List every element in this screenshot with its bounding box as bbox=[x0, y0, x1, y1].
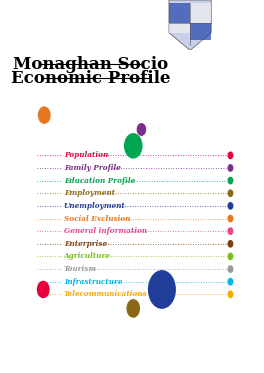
Circle shape bbox=[228, 152, 233, 159]
Circle shape bbox=[228, 165, 233, 171]
Circle shape bbox=[228, 190, 233, 197]
Polygon shape bbox=[169, 23, 190, 33]
Text: Enterprise: Enterprise bbox=[64, 240, 107, 248]
Text: Monaghan Socio: Monaghan Socio bbox=[13, 56, 168, 73]
Text: Social Exclusion: Social Exclusion bbox=[64, 214, 130, 223]
Circle shape bbox=[125, 134, 142, 158]
Circle shape bbox=[228, 228, 233, 234]
Circle shape bbox=[228, 241, 233, 247]
Text: Family Profile: Family Profile bbox=[64, 164, 121, 172]
Polygon shape bbox=[169, 0, 211, 50]
Circle shape bbox=[127, 300, 139, 317]
Polygon shape bbox=[169, 3, 190, 23]
Circle shape bbox=[228, 253, 233, 260]
Circle shape bbox=[228, 266, 233, 272]
Text: Economic Profile: Economic Profile bbox=[11, 70, 170, 87]
Text: Employment: Employment bbox=[64, 189, 115, 197]
Circle shape bbox=[37, 281, 49, 298]
Circle shape bbox=[228, 203, 233, 209]
Text: Unemployment: Unemployment bbox=[64, 202, 125, 210]
Text: Telecommunications: Telecommunications bbox=[64, 290, 147, 298]
Circle shape bbox=[228, 291, 233, 298]
Text: Education Profile: Education Profile bbox=[64, 176, 135, 185]
Text: Infrastructure: Infrastructure bbox=[64, 278, 122, 286]
Circle shape bbox=[228, 279, 233, 285]
Polygon shape bbox=[190, 23, 211, 40]
Circle shape bbox=[39, 107, 50, 123]
Polygon shape bbox=[190, 3, 211, 23]
Circle shape bbox=[228, 215, 233, 222]
Circle shape bbox=[149, 271, 175, 308]
Text: Tourism: Tourism bbox=[64, 265, 97, 273]
Text: Agriculture: Agriculture bbox=[64, 253, 111, 260]
Circle shape bbox=[228, 178, 233, 184]
Text: Population: Population bbox=[64, 151, 108, 159]
Circle shape bbox=[137, 124, 145, 135]
Text: General information: General information bbox=[64, 227, 147, 235]
